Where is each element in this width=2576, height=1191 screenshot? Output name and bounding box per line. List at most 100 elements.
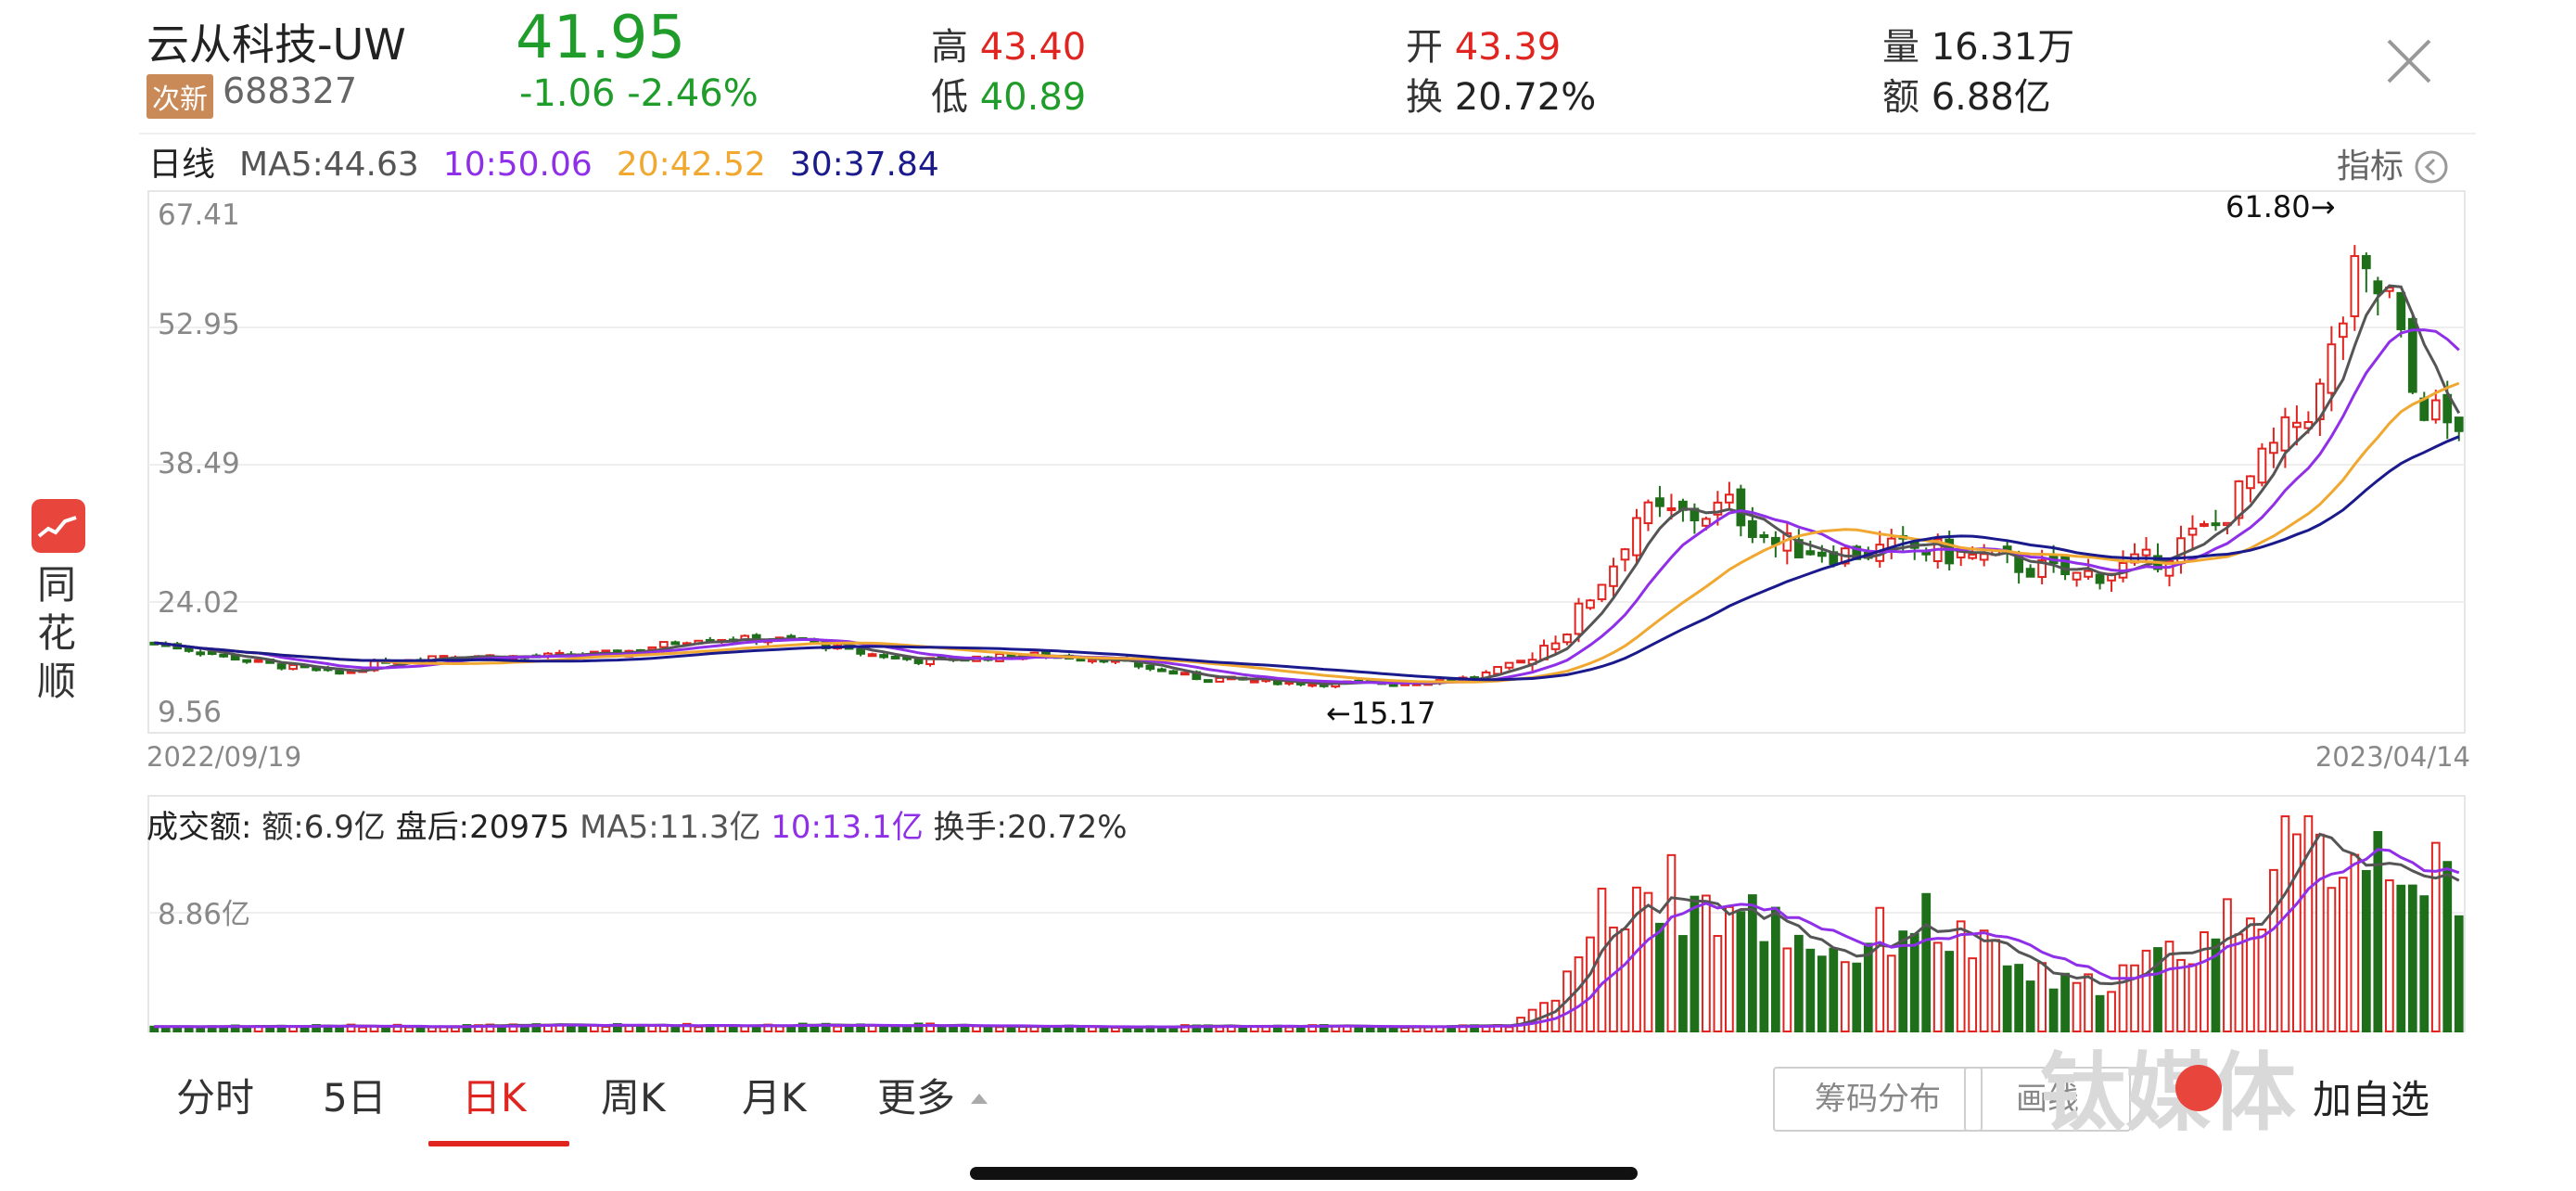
volume-bar [578, 1024, 588, 1033]
turnover-value: 20.72% [1454, 76, 1597, 119]
volume-tick: 8.86亿 [158, 898, 250, 931]
volume-bar [2303, 814, 2314, 1032]
volume-bar [1354, 1027, 1364, 1032]
indicator-label: 指标 [2337, 147, 2404, 186]
candle-body [2257, 447, 2267, 484]
candle-body [312, 667, 321, 672]
tab-more[interactable]: 更多 [877, 1067, 991, 1123]
vol-ma5: MA5:11.3亿 [580, 809, 761, 846]
volume-bar [1006, 1026, 1016, 1032]
volume-bar [2223, 898, 2232, 1032]
volume-bar [902, 1025, 912, 1033]
tab-monthly-k[interactable]: 月K [742, 1075, 807, 1121]
volume-bar [2072, 981, 2082, 1033]
app-logo[interactable] [32, 499, 85, 553]
tab-intraday[interactable]: 分时 [176, 1075, 255, 1121]
volume-bar [937, 1026, 947, 1033]
volume-bar [2130, 964, 2139, 1033]
candle-body [1945, 538, 1955, 565]
volume-bar [2396, 884, 2406, 1032]
vol-turnover: 换手:20.72% [933, 809, 1128, 846]
add-watchlist-icon[interactable] [2175, 1065, 2222, 1111]
volume-bar [1702, 894, 1711, 1032]
volume-bar [2292, 833, 2302, 1032]
period-label[interactable]: 日线 [148, 146, 216, 184]
volume-bar [2234, 933, 2244, 1033]
candle-body [1817, 551, 1827, 557]
candle-body [1493, 666, 1502, 675]
amount-label: 额 [1882, 76, 1919, 119]
volume-bar [1979, 929, 1989, 1032]
volume-bar [2048, 988, 2059, 1033]
candle-body [1736, 488, 1746, 527]
candle-body [1805, 550, 1816, 556]
volume-bar [1632, 886, 1641, 1032]
candle-body [856, 647, 866, 655]
volume-bars [149, 814, 2464, 1033]
candle-body [1620, 548, 1630, 561]
add-watchlist-button[interactable]: 加自选 [2313, 1077, 2430, 1122]
candle-body [2141, 548, 2151, 557]
candle-body [890, 655, 900, 660]
volume-bar [1238, 1026, 1248, 1032]
draw-line-button[interactable]: 画线 [1964, 1067, 2131, 1132]
tab-daily-k[interactable]: 日K [462, 1075, 527, 1121]
volume-bar [1852, 962, 1862, 1032]
home-indicator [970, 1167, 1638, 1180]
volume-bar [1909, 932, 1919, 1032]
app-name: 同花顺 [37, 562, 77, 704]
candle-body [2072, 571, 2082, 581]
tab-more-label: 更多 [877, 1075, 956, 1121]
candle-body [1597, 583, 1607, 601]
kline-chart[interactable]: 67.41 52.95 38.49 24.02 9.56 2022/09/19 … [0, 0, 2576, 1057]
volume-bar [2327, 887, 2337, 1032]
volume-bar [2419, 895, 2429, 1032]
volume-bar [1678, 935, 1688, 1032]
high-annotation: 61.80→ [2225, 189, 2335, 224]
vol-ma10: 10:13.1亿 [771, 809, 924, 846]
date-start: 2022/09/19 [147, 741, 301, 773]
active-tab-underline [428, 1141, 569, 1146]
volume-bar [797, 1022, 808, 1032]
volume-bar [2338, 877, 2348, 1033]
chip-distribution-button[interactable]: 筹码分布 [1773, 1067, 1983, 1132]
candle-body [2187, 527, 2198, 536]
candle-body [2084, 570, 2093, 578]
candle-body [1504, 661, 1514, 669]
candle-body [1713, 501, 1723, 516]
volume-bar [1609, 926, 1618, 1032]
candle-body [1609, 565, 1618, 587]
tab-weekly-k[interactable]: 周K [601, 1075, 666, 1121]
price-tick-3: 38.49 [158, 447, 240, 480]
header-divider [139, 133, 2476, 134]
volume-bar [1782, 947, 1792, 1033]
candle-body [1203, 679, 1213, 684]
open-value: 43.39 [1454, 26, 1562, 69]
volume-bar [2118, 964, 2128, 1033]
volume-bar [1805, 948, 1816, 1032]
volume-bar [694, 1026, 704, 1033]
low-label: 低 [931, 76, 968, 119]
candles [149, 245, 2464, 689]
volume-bar [1574, 956, 1584, 1032]
caret-up-icon [971, 1094, 988, 1104]
volume-bar [2269, 868, 2278, 1033]
volume-bar [358, 1026, 367, 1032]
candle-body [1562, 634, 1572, 644]
candle-body [1747, 519, 1757, 538]
candle-body [207, 650, 217, 656]
close-icon[interactable] [2385, 37, 2433, 85]
volume-bar [2141, 949, 2151, 1032]
tab-5day[interactable]: 5日 [323, 1075, 387, 1121]
price-change: -1.06 -2.46% [519, 72, 759, 115]
candle-body [1516, 660, 1525, 664]
candle-body [1249, 679, 1259, 684]
candle-body [1632, 517, 1641, 557]
candle-body [1180, 672, 1190, 676]
indicator-button[interactable]: 指标 [2337, 139, 2449, 187]
candle-body [1666, 506, 1677, 511]
vol-after-hours: 盘后:20975 [395, 809, 570, 846]
vol-label: 成交额: [147, 809, 252, 846]
candle-body [2430, 399, 2441, 421]
volume-bar [1840, 961, 1850, 1033]
